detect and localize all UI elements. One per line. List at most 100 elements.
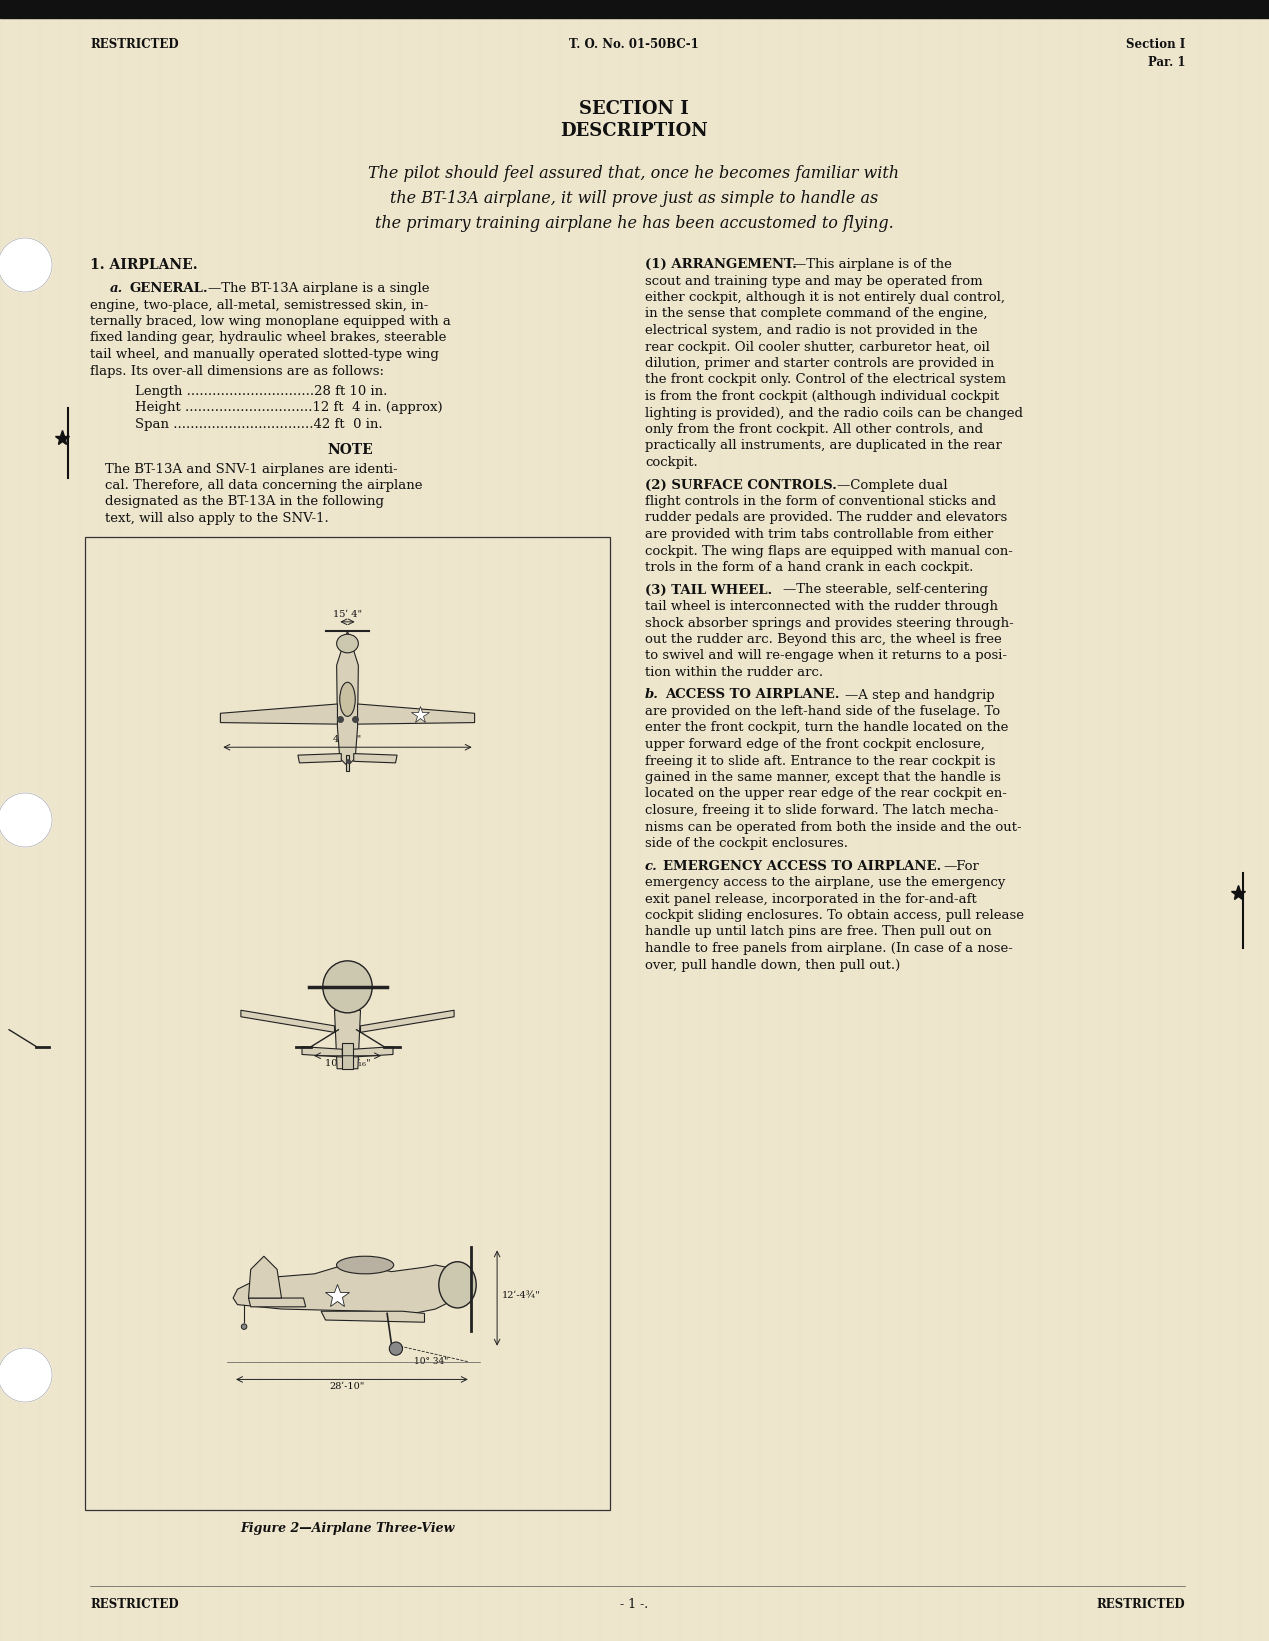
Text: Span .................................42 ft  0 in.: Span .................................42… <box>135 418 383 432</box>
Text: is from the front cockpit (although individual cockpit: is from the front cockpit (although indi… <box>645 391 999 404</box>
Text: (3) TAIL WHEEL.: (3) TAIL WHEEL. <box>645 584 773 596</box>
Text: 10ʹ-6 ⁹⁄₁₆": 10ʹ-6 ⁹⁄₁₆" <box>325 1058 371 1068</box>
Polygon shape <box>335 1011 360 1068</box>
Text: a.: a. <box>110 282 123 295</box>
Text: (1) ARRANGEMENT.: (1) ARRANGEMENT. <box>645 258 797 271</box>
Text: nisms can be operated from both the inside and the out-: nisms can be operated from both the insi… <box>645 820 1022 834</box>
Polygon shape <box>302 1047 343 1057</box>
Text: rudder pedals are provided. The rudder and elevators: rudder pedals are provided. The rudder a… <box>645 512 1008 525</box>
Polygon shape <box>321 1311 425 1323</box>
Text: only from the front cockpit. All other controls, and: only from the front cockpit. All other c… <box>645 423 983 437</box>
Text: RESTRICTED: RESTRICTED <box>90 38 179 51</box>
Text: 15ʹ 4": 15ʹ 4" <box>332 610 362 619</box>
Polygon shape <box>221 704 338 724</box>
Polygon shape <box>249 1257 282 1298</box>
Text: Par. 1: Par. 1 <box>1147 56 1185 69</box>
Text: are provided on the left-hand side of the fuselage. To: are provided on the left-hand side of th… <box>645 706 1000 719</box>
Text: fixed landing gear, hydraulic wheel brakes, steerable: fixed landing gear, hydraulic wheel brak… <box>90 331 447 345</box>
Text: —This airplane is of the: —This airplane is of the <box>793 258 952 271</box>
Ellipse shape <box>390 1342 402 1355</box>
Ellipse shape <box>439 1262 476 1308</box>
Text: rear cockpit. Oil cooler shutter, carburetor heat, oil: rear cockpit. Oil cooler shutter, carbur… <box>645 340 990 353</box>
Text: T. O. No. 01-50BC-1: T. O. No. 01-50BC-1 <box>569 38 699 51</box>
Text: dilution, primer and starter controls are provided in: dilution, primer and starter controls ar… <box>645 358 994 369</box>
Text: either cockpit, although it is not entirely dual control,: either cockpit, although it is not entir… <box>645 290 1005 304</box>
Ellipse shape <box>336 1257 393 1273</box>
Text: - 1 -.: - 1 -. <box>621 1598 648 1611</box>
Text: Section I: Section I <box>1126 38 1185 51</box>
Text: the front cockpit only. Control of the electrical system: the front cockpit only. Control of the e… <box>645 374 1006 387</box>
Text: Figure 2—Airplane Three-View: Figure 2—Airplane Three-View <box>240 1521 454 1534</box>
Text: —Complete dual: —Complete dual <box>838 479 948 492</box>
Text: —A step and handgrip: —A step and handgrip <box>845 689 995 701</box>
Text: Length ..............................28 ft 10 in.: Length ..............................28 … <box>135 386 387 399</box>
Circle shape <box>0 1347 52 1401</box>
Text: SECTION I: SECTION I <box>579 100 689 118</box>
Text: text, will also apply to the SNV-1.: text, will also apply to the SNV-1. <box>105 512 329 525</box>
Text: 42ʹ-0": 42ʹ-0" <box>332 735 362 745</box>
Bar <box>0 0 1269 18</box>
Ellipse shape <box>241 1324 247 1329</box>
Bar <box>85 537 610 1510</box>
Polygon shape <box>336 632 358 766</box>
Text: enter the front cockpit, turn the handle located on the: enter the front cockpit, turn the handle… <box>645 722 1009 735</box>
Text: exit panel release, incorporated in the for-and-aft: exit panel release, incorporated in the … <box>645 893 977 906</box>
Text: to swivel and will re-engage when it returns to a posi-: to swivel and will re-engage when it ret… <box>645 650 1008 663</box>
Text: over, pull handle down, then pull out.): over, pull handle down, then pull out.) <box>645 958 900 971</box>
Ellipse shape <box>340 683 355 717</box>
Text: freeing it to slide aft. Entrance to the rear cockpit is: freeing it to slide aft. Entrance to the… <box>645 755 995 768</box>
Text: DESCRIPTION: DESCRIPTION <box>560 121 708 139</box>
Text: tion within the rudder arc.: tion within the rudder arc. <box>645 666 824 679</box>
Text: c.: c. <box>645 860 657 873</box>
Polygon shape <box>354 753 397 763</box>
Text: EMERGENCY ACCESS TO AIRPLANE.: EMERGENCY ACCESS TO AIRPLANE. <box>662 860 942 873</box>
Text: emergency access to the airplane, use the emergency: emergency access to the airplane, use th… <box>645 876 1005 889</box>
Text: handle to free panels from airplane. (In case of a nose-: handle to free panels from airplane. (In… <box>645 942 1013 955</box>
Text: ACCESS TO AIRPLANE.: ACCESS TO AIRPLANE. <box>665 689 840 701</box>
Text: ternally braced, low wing monoplane equipped with a: ternally braced, low wing monoplane equi… <box>90 315 450 328</box>
Circle shape <box>0 238 52 292</box>
Text: 10° 34": 10° 34" <box>414 1357 448 1367</box>
Ellipse shape <box>336 633 358 653</box>
Text: b.: b. <box>645 689 659 701</box>
Text: the BT-13A airplane, it will prove just as simple to handle as: the BT-13A airplane, it will prove just … <box>390 190 878 207</box>
Text: Height ..............................12 ft  4 in. (approx): Height ..............................12 … <box>135 402 443 415</box>
Polygon shape <box>241 1011 335 1032</box>
Text: flaps. Its over-all dimensions are as follows:: flaps. Its over-all dimensions are as fo… <box>90 364 385 377</box>
Polygon shape <box>298 753 341 763</box>
Ellipse shape <box>322 962 372 1012</box>
Text: cal. Therefore, all data concerning the airplane: cal. Therefore, all data concerning the … <box>105 479 423 492</box>
Text: —The BT-13A airplane is a single: —The BT-13A airplane is a single <box>208 282 429 295</box>
Circle shape <box>0 793 52 847</box>
Text: cockpit sliding enclosures. To obtain access, pull release: cockpit sliding enclosures. To obtain ac… <box>645 909 1024 922</box>
Text: NOTE: NOTE <box>327 443 373 456</box>
Text: 1. AIRPLANE.: 1. AIRPLANE. <box>90 258 198 272</box>
Text: designated as the BT-13A in the following: designated as the BT-13A in the followin… <box>105 496 385 509</box>
Text: closure, freeing it to slide forward. The latch mecha-: closure, freeing it to slide forward. Th… <box>645 804 999 817</box>
Polygon shape <box>233 1265 468 1313</box>
Text: are provided with trim tabs controllable from either: are provided with trim tabs controllable… <box>645 528 994 542</box>
Text: cockpit.: cockpit. <box>645 456 698 469</box>
Text: trols in the form of a hand crank in each cockpit.: trols in the form of a hand crank in eac… <box>645 561 973 574</box>
Text: The BT-13A and SNV-1 airplanes are identi-: The BT-13A and SNV-1 airplanes are ident… <box>105 463 397 476</box>
Polygon shape <box>358 704 475 724</box>
Text: gained in the same manner, except that the handle is: gained in the same manner, except that t… <box>645 771 1001 784</box>
Polygon shape <box>343 1042 353 1068</box>
Text: 12ʹ-4¾": 12ʹ-4¾" <box>503 1291 541 1300</box>
Text: —For: —For <box>943 860 978 873</box>
Text: lighting is provided), and the radio coils can be changed: lighting is provided), and the radio coi… <box>645 407 1023 420</box>
Text: RESTRICTED: RESTRICTED <box>1096 1598 1185 1611</box>
Text: The pilot should feel assured that, once he becomes familiar with: The pilot should feel assured that, once… <box>368 166 900 182</box>
Text: practically all instruments, are duplicated in the rear: practically all instruments, are duplica… <box>645 440 1001 453</box>
Polygon shape <box>360 1011 454 1032</box>
Text: (2) SURFACE CONTROLS.: (2) SURFACE CONTROLS. <box>645 479 836 492</box>
Text: RESTRICTED: RESTRICTED <box>90 1598 179 1611</box>
Polygon shape <box>353 1047 393 1057</box>
Text: GENERAL.: GENERAL. <box>129 282 208 295</box>
Text: upper forward edge of the front cockpit enclosure,: upper forward edge of the front cockpit … <box>645 738 985 752</box>
Text: handle up until latch pins are free. Then pull out on: handle up until latch pins are free. The… <box>645 926 991 939</box>
Text: located on the upper rear edge of the rear cockpit en-: located on the upper rear edge of the re… <box>645 788 1006 801</box>
Polygon shape <box>249 1298 306 1306</box>
Text: flight controls in the form of conventional sticks and: flight controls in the form of conventio… <box>645 496 996 509</box>
Polygon shape <box>345 755 349 771</box>
